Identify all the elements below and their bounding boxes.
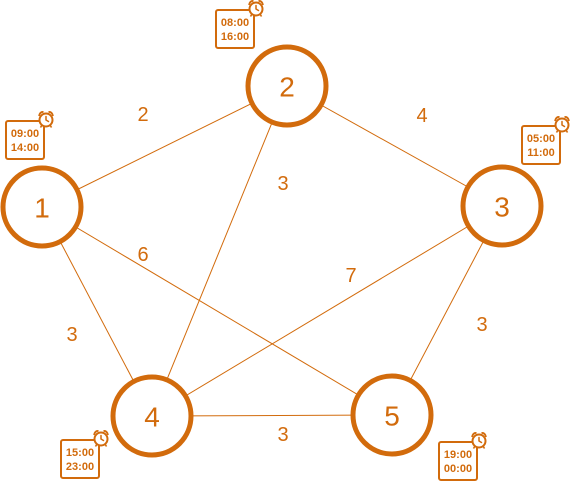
time-window-box [438,441,478,481]
edge-1-5 [41,206,393,416]
edge-weight-2-4: 3 [277,173,288,195]
time-window-node-5: 19:00 00:00 [438,432,487,481]
time-window-node-1: 09:00 14:00 [5,111,54,160]
node-label: 3 [494,192,510,223]
time-window-node-2: 08:00 16:00 [215,0,264,49]
edge-weight-2-3: 4 [416,105,427,127]
node-circle [0,165,84,249]
time-window-start: 19:00 [444,449,472,461]
time-window-start: 09:00 [11,128,39,140]
edge-weight-1-5: 6 [137,244,148,266]
edge-2-4 [151,85,288,417]
node-circle [350,373,434,457]
edge-1-2 [41,85,288,208]
time-window-start: 08:00 [221,17,249,29]
node-circle [460,164,544,248]
edge-weight-3-5: 3 [476,314,487,336]
time-window-start: 15:00 [66,447,94,459]
edge-weight-1-4: 3 [66,324,77,346]
node-2[interactable]: 2 [245,44,329,128]
edge-weight-3-4: 7 [345,265,356,287]
time-window-node-3: 05:00 11:00 [521,116,570,165]
time-window-end: 16:00 [221,31,249,43]
time-window-box [5,120,45,160]
node-1[interactable]: 1 [0,165,84,249]
edge-weight-1-2: 2 [137,104,148,126]
time-window-end: 00:00 [444,463,472,475]
time-window-end: 23:00 [66,461,94,473]
edges-layer [41,85,503,417]
nodes-layer: 1 2 3 4 5 [0,44,544,458]
alarm-clock-icon [554,116,570,133]
time-window-box [60,439,100,479]
time-window-node-4: 15:00 23:00 [60,430,109,479]
alarm-clock-icon [248,0,264,17]
edge-weights-layer: 2 4 3 6 7 3 3 3 [66,104,487,446]
time-window-box [521,125,561,165]
alarm-clock-icon [93,430,109,447]
time-window-box [215,9,255,49]
node-circle [245,44,329,128]
alarm-clock-icon [38,111,54,128]
time-window-end: 14:00 [11,142,39,154]
time-windows-layer: 09:00 14:00 08:00 16:00 05:00 11:00 15:00 23:00… [5,0,570,481]
node-label: 2 [279,72,295,103]
node-5[interactable]: 5 [350,373,434,457]
node-label: 5 [384,401,400,432]
edge-weight-4-5: 3 [277,424,288,446]
alarm-clock-icon [471,432,487,449]
node-circle [110,374,194,458]
node-label: 4 [144,402,160,433]
node-3[interactable]: 3 [460,164,544,248]
edge-3-4 [151,205,503,417]
node-4[interactable]: 4 [110,374,194,458]
node-label: 1 [34,193,50,224]
time-window-end: 11:00 [527,147,555,159]
time-window-start: 05:00 [527,133,555,145]
